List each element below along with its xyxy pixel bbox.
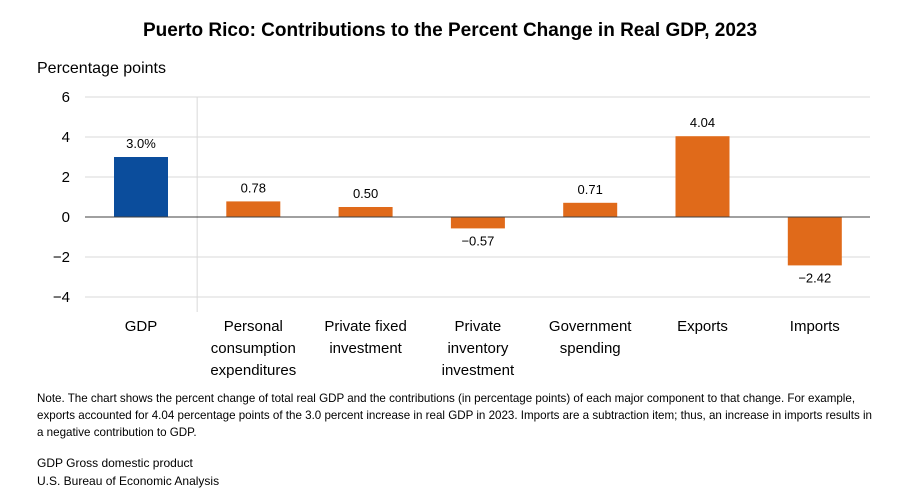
data-label: 3.0% xyxy=(126,136,156,151)
y-tick-label: −2 xyxy=(53,249,70,266)
y-tick-label: 0 xyxy=(62,209,70,226)
labels: 6 4 2 0 −2 −4 3.0% 0.78 0.50 −0.57 0.71 4.04 −2.42 GD… xyxy=(53,89,840,379)
data-label: 0.78 xyxy=(241,180,266,195)
bar xyxy=(787,217,842,266)
x-category-label: Imports xyxy=(790,318,840,335)
y-tick-label: 4 xyxy=(62,129,70,146)
bar xyxy=(450,217,505,229)
x-category-label: Personal consumption expenditures xyxy=(210,318,296,379)
grid-lines xyxy=(85,96,870,312)
bar xyxy=(563,202,618,217)
bar xyxy=(338,207,393,217)
bar xyxy=(114,157,168,217)
bar xyxy=(226,201,281,217)
x-category-label: Private inventory investment xyxy=(442,318,515,379)
chart-note: Note. The chart shows the percent change… xyxy=(37,392,872,439)
data-label: −0.57 xyxy=(461,233,494,248)
data-label: 0.50 xyxy=(353,186,378,201)
data-label: 4.04 xyxy=(690,115,715,130)
x-category-label: Government spending xyxy=(549,318,632,357)
bar-chart: 6 4 2 0 −2 −4 3.0% 0.78 0.50 −0.57 0.71 4.04 −2.42 GD… xyxy=(53,89,870,379)
data-label: −2.42 xyxy=(798,270,831,285)
bar xyxy=(675,136,730,217)
abbreviation-note: GDP Gross domestic product xyxy=(37,456,193,470)
chart-title: Puerto Rico: Contributions to the Percen… xyxy=(142,20,758,41)
y-tick-label: 2 xyxy=(62,169,70,186)
x-category-label: Private fixed investment xyxy=(324,318,407,357)
source-note: U.S. Bureau of Economic Analysis xyxy=(37,474,220,488)
data-label: 0.71 xyxy=(578,182,603,197)
x-category-label: GDP xyxy=(125,318,158,335)
y-tick-label: −4 xyxy=(53,289,70,306)
bars xyxy=(114,136,842,266)
y-axis-label: Percentage points xyxy=(37,60,166,77)
y-tick-label: 6 xyxy=(62,89,70,106)
x-category-label: Exports xyxy=(677,318,728,335)
